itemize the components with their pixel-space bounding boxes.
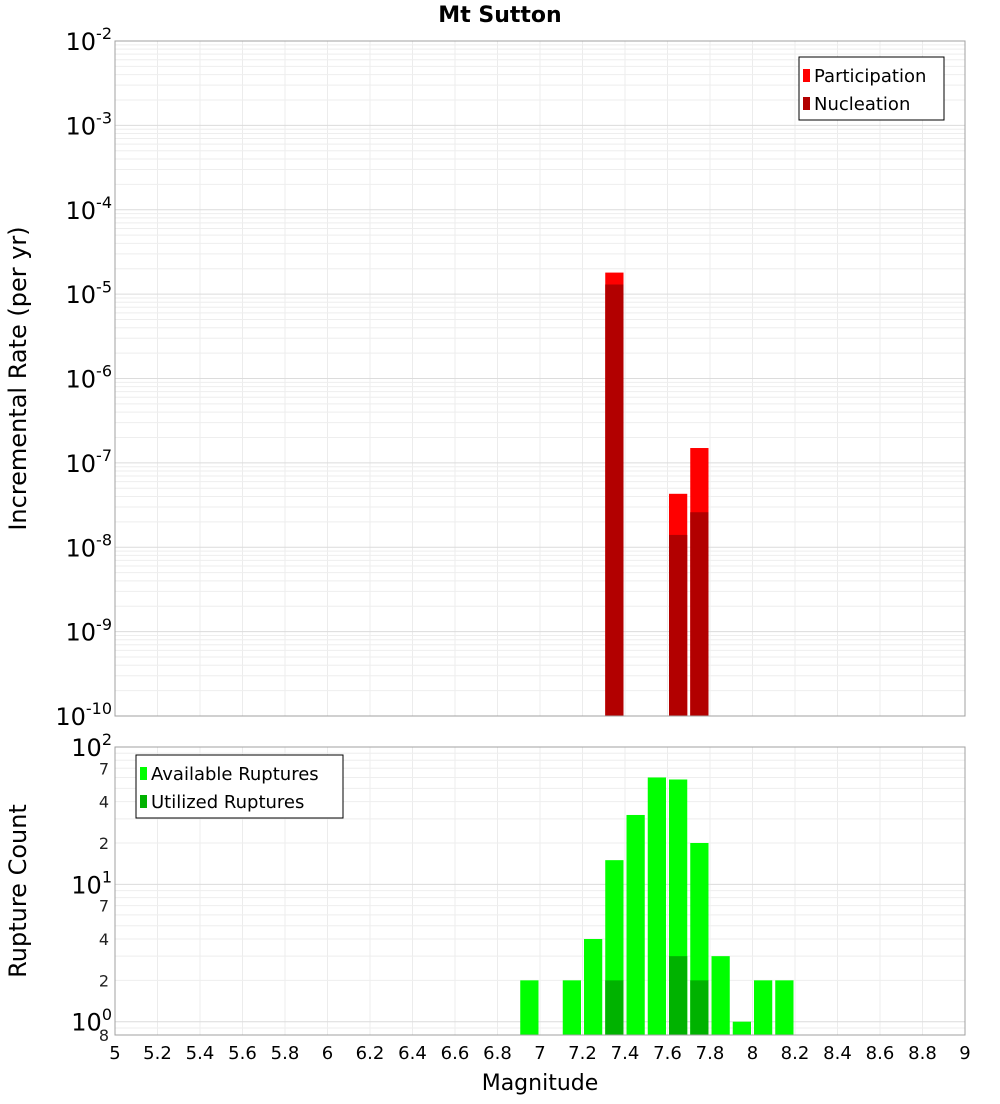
y-tick-label: 100	[71, 1005, 112, 1037]
plot-frame-0	[114, 40, 966, 717]
y-tick-label-minor: 4	[99, 793, 109, 812]
x-tick-label: 6.2	[356, 1043, 385, 1064]
x-tick-label: 9	[959, 1043, 970, 1064]
x-tick-label: 8.4	[823, 1043, 852, 1064]
y-tick-label-minor: 8	[99, 1026, 109, 1045]
plot-frame-1	[114, 746, 966, 1036]
bar-nucleation	[690, 512, 709, 716]
y-tick-label: 101	[71, 868, 112, 900]
bar-nucleation	[669, 534, 688, 716]
y-tick-label: 102	[71, 730, 112, 762]
legend-label: Utilized Ruptures	[151, 792, 304, 813]
legend-swatch	[803, 97, 810, 110]
bar-utilized-ruptures	[669, 956, 688, 1035]
x-tick-label: 7.4	[611, 1043, 640, 1064]
x-tick-label: 7.6	[653, 1043, 682, 1064]
y-tick-label: 10-10	[55, 699, 112, 731]
x-tick-label: 5	[109, 1043, 120, 1064]
legend-box	[135, 754, 344, 819]
bar-available-ruptures	[584, 939, 603, 1035]
y-tick-label-minor: 2	[99, 971, 109, 990]
legend-swatch	[803, 69, 810, 82]
legend-label: Nucleation	[814, 94, 910, 115]
x-tick-label: 6	[322, 1043, 333, 1064]
x-tick-label: 7.2	[568, 1043, 597, 1064]
y-tick-label: 10-4	[66, 193, 113, 225]
y-tick-label: 10-5	[66, 277, 113, 309]
y-tick-label: 10-3	[66, 109, 113, 141]
x-tick-label: 8	[747, 1043, 758, 1064]
x-tick-label: 8.2	[781, 1043, 810, 1064]
x-tick-label: 6.8	[483, 1043, 512, 1064]
y-axis-title: Incremental Rate (per yr)	[4, 226, 32, 530]
legend-box	[798, 56, 945, 121]
bar-available-ruptures	[732, 1021, 751, 1035]
x-tick-label: 8.6	[866, 1043, 895, 1064]
bar-available-ruptures	[775, 980, 794, 1035]
legend-label: Participation	[814, 66, 926, 87]
legend-swatch	[140, 795, 147, 808]
x-tick-label: 7	[534, 1043, 545, 1064]
y-tick-label: 10-2	[66, 24, 113, 56]
x-tick-label: 7.8	[696, 1043, 725, 1064]
y-tick-label: 10-8	[66, 530, 113, 562]
bar-available-ruptures	[562, 980, 581, 1035]
bar-available-ruptures	[711, 956, 730, 1035]
y-tick-label-minor: 7	[99, 897, 109, 916]
bar-available-ruptures	[647, 777, 666, 1035]
x-tick-label: 5.4	[186, 1043, 215, 1064]
x-tick-label: 8.8	[908, 1043, 937, 1064]
bar-available-ruptures	[754, 980, 773, 1035]
bar-available-ruptures	[626, 814, 645, 1035]
y-tick-label: 10-7	[66, 446, 113, 478]
bar-nucleation	[605, 284, 624, 716]
y-axis-title: Rupture Count	[4, 804, 32, 978]
y-tick-label: 10-6	[66, 362, 113, 394]
y-tick-label-minor: 7	[99, 759, 109, 778]
bar-available-ruptures	[520, 980, 539, 1035]
x-tick-label: 5.8	[271, 1043, 300, 1064]
legend-swatch	[140, 767, 147, 780]
x-tick-label: 5.2	[143, 1043, 172, 1064]
bar-utilized-ruptures	[690, 980, 709, 1035]
x-tick-label: 5.6	[228, 1043, 257, 1064]
chart-title: Mt Sutton	[438, 3, 561, 28]
x-tick-label: 6.6	[441, 1043, 470, 1064]
x-axis-title: Magnitude	[482, 1071, 599, 1096]
y-tick-label: 10-9	[66, 615, 113, 647]
y-tick-label-minor: 2	[99, 834, 109, 853]
y-tick-label-minor: 4	[99, 930, 109, 949]
legend-label: Available Ruptures	[151, 764, 319, 785]
bar-utilized-ruptures	[605, 980, 624, 1035]
x-tick-label: 6.4	[398, 1043, 427, 1064]
